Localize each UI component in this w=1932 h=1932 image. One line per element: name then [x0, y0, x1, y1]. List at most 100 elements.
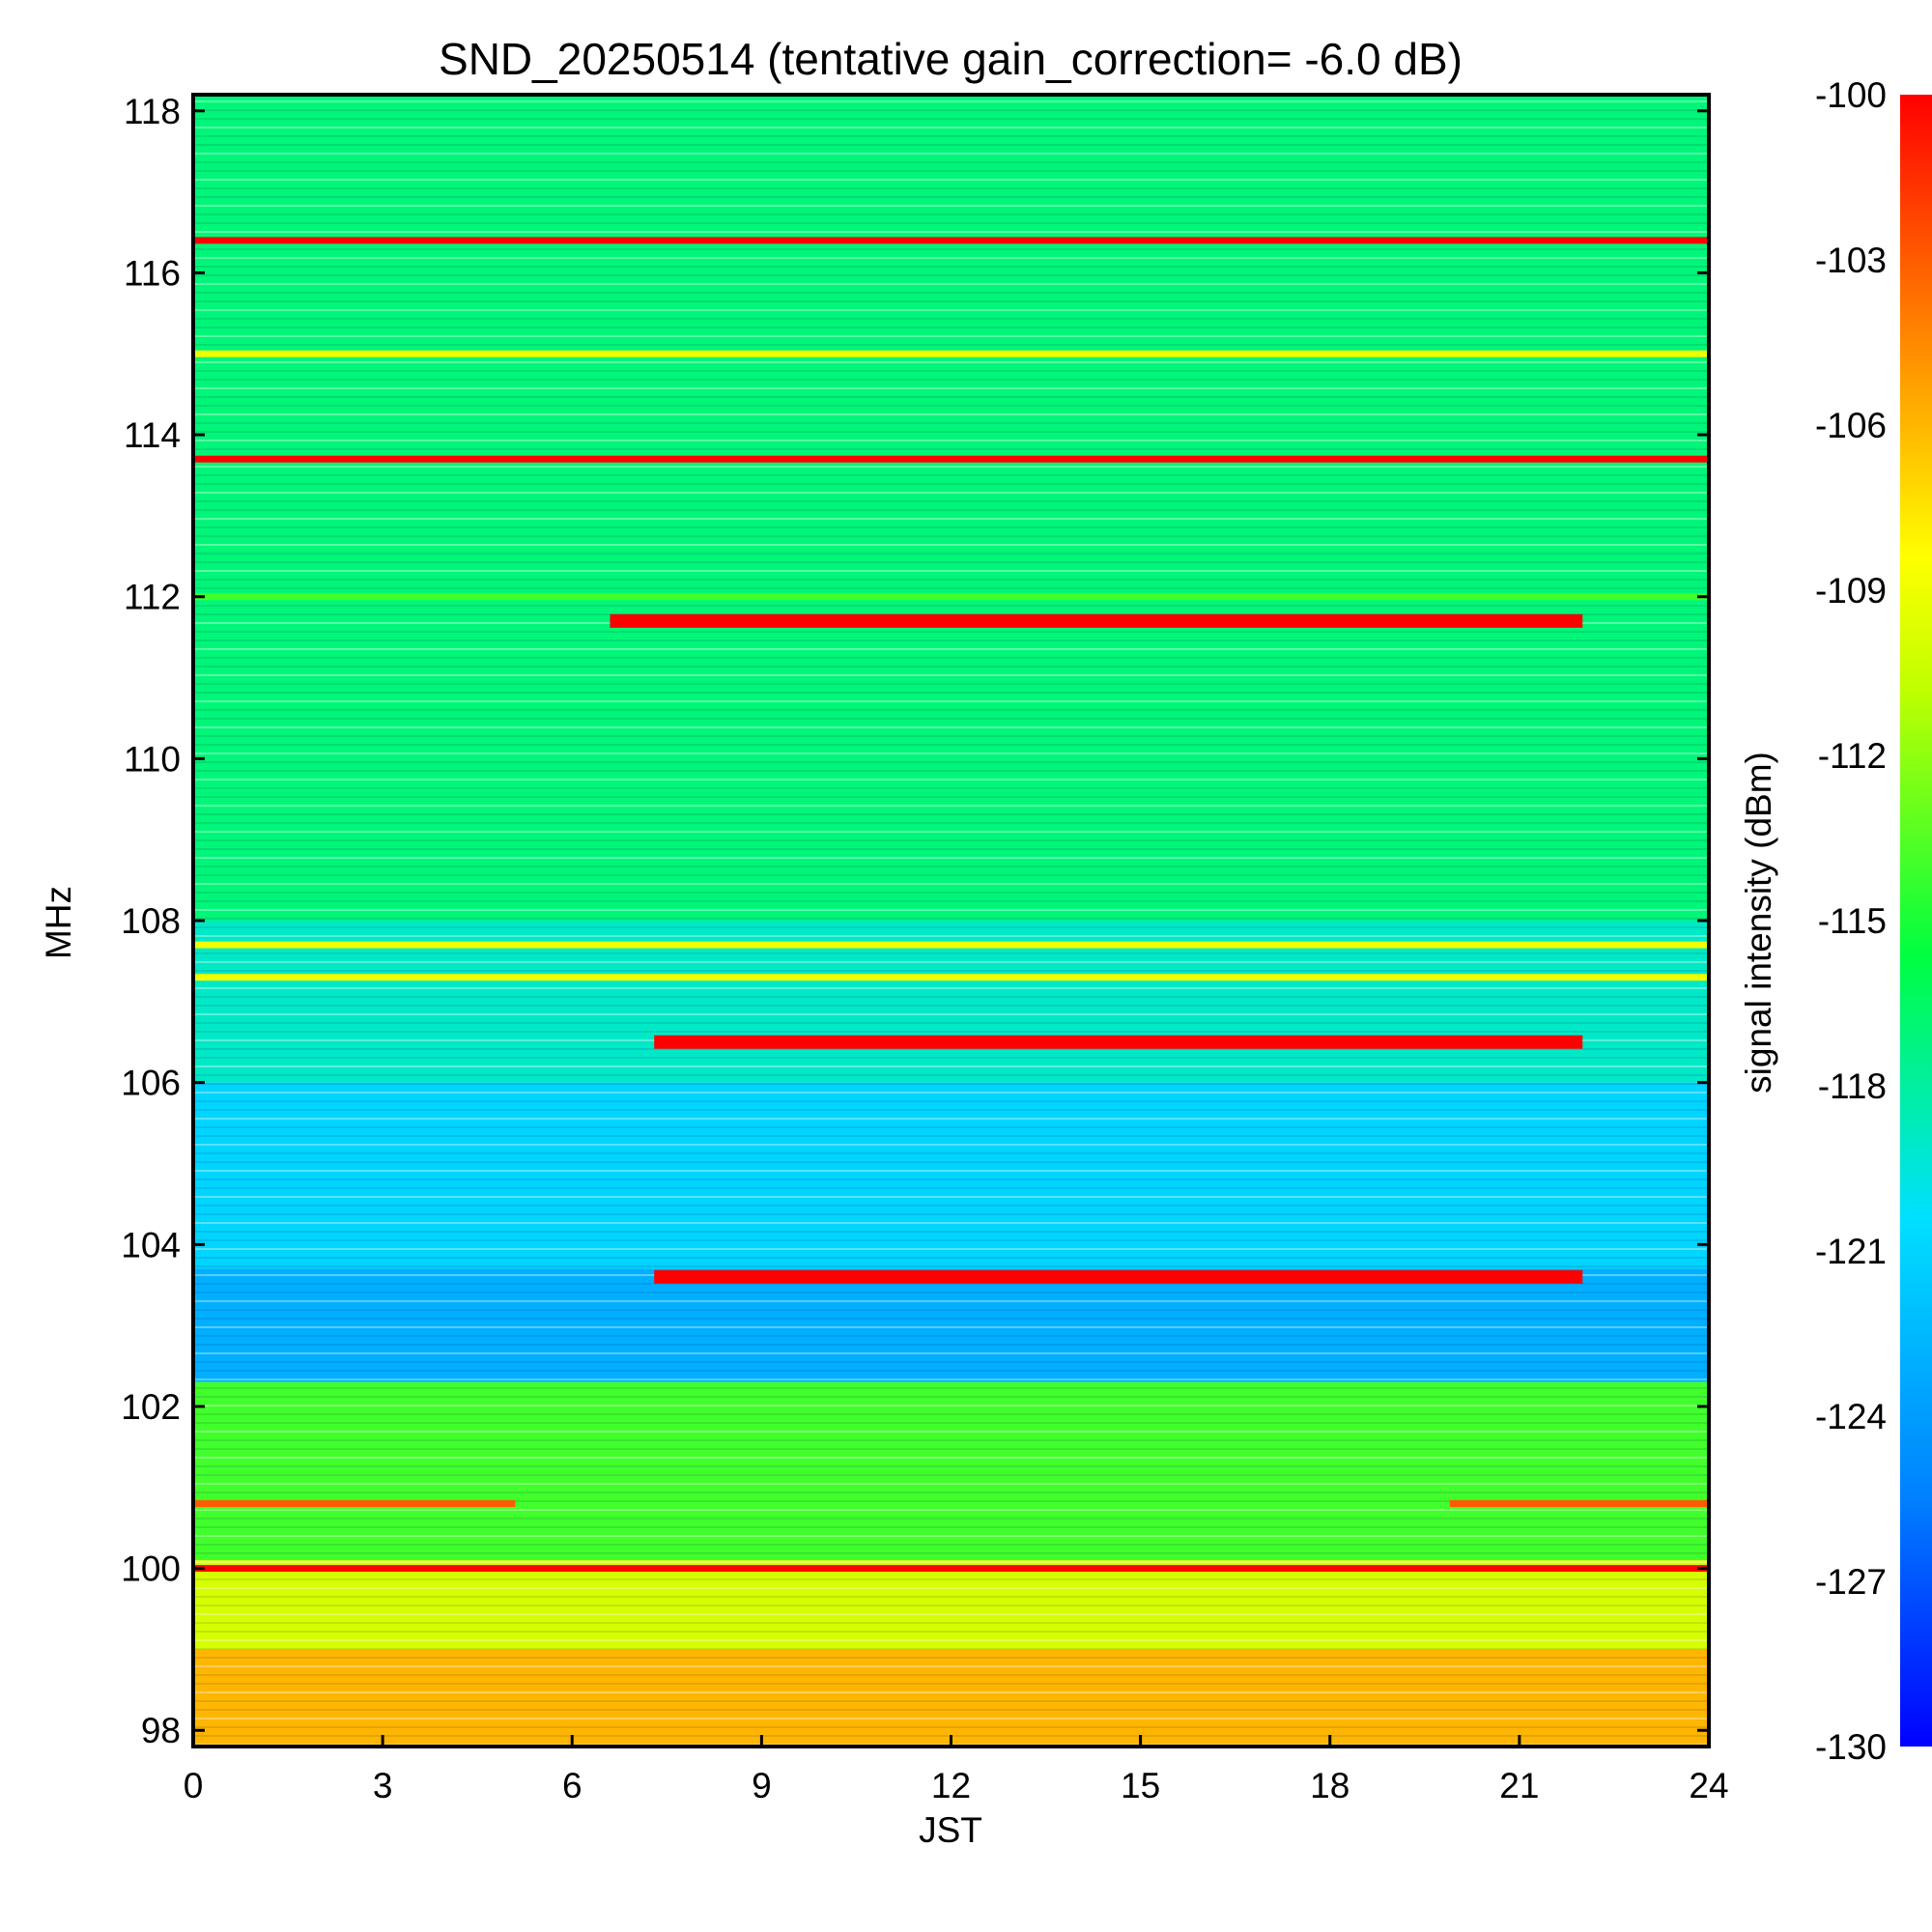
channel-stripe	[193, 1135, 1709, 1137]
frequency-band-6	[193, 1649, 1709, 1747]
channel-stripe	[193, 1326, 1709, 1328]
y-tick-label: 114	[124, 415, 181, 455]
channel-stripe	[193, 1083, 1709, 1085]
channel-stripe	[193, 1552, 1709, 1554]
channel-stripe	[193, 918, 1709, 920]
channel-stripe	[193, 526, 1709, 528]
channel-stripe	[193, 883, 1709, 885]
channel-stripe	[193, 1265, 1709, 1267]
channel-stripe	[193, 1222, 1709, 1224]
channel-stripe	[193, 370, 1709, 372]
channel-stripe	[193, 213, 1709, 215]
channel-stripe	[193, 1544, 1709, 1546]
channel-stripe	[193, 796, 1709, 798]
x-tick-label: 24	[1689, 1766, 1728, 1805]
frequency-band-3	[193, 1268, 1709, 1382]
channel-stripe	[193, 379, 1709, 381]
channel-stripe	[193, 440, 1709, 441]
channel-stripe	[193, 509, 1709, 511]
channel-stripe	[193, 179, 1709, 181]
channel-stripe	[193, 1718, 1709, 1719]
channel-stripe	[193, 1622, 1709, 1624]
channel-stripe	[193, 1370, 1709, 1372]
channel-stripe	[193, 153, 1709, 155]
channel-stripe	[193, 1239, 1709, 1241]
channel-stripe	[193, 935, 1709, 937]
channel-stripe	[193, 1535, 1709, 1537]
channel-stripe	[193, 1187, 1709, 1189]
colorbar-tick-label: -118	[1818, 1066, 1887, 1106]
channel-stripe	[193, 1474, 1709, 1476]
channel-stripe	[193, 266, 1709, 268]
channel-stripe	[193, 1648, 1709, 1650]
y-tick-label: 104	[121, 1225, 181, 1264]
channel-stripe	[193, 674, 1709, 676]
y-tick-label: 118	[124, 92, 181, 131]
channel-stripe	[193, 1126, 1709, 1128]
channel-stripe	[193, 1100, 1709, 1102]
x-axis-title: JST	[919, 1810, 982, 1850]
signal-trace-8	[654, 1269, 1583, 1284]
channel-stripe	[193, 1352, 1709, 1354]
channel-stripe	[193, 1605, 1709, 1606]
channel-stripe	[193, 892, 1709, 894]
channel-stripe	[193, 257, 1709, 259]
channel-stripe	[193, 1483, 1709, 1485]
x-tick-label: 0	[184, 1766, 204, 1805]
channel-stripe	[193, 431, 1709, 433]
channel-stripe	[193, 109, 1709, 111]
channel-stripe	[193, 1213, 1709, 1215]
channel-stripe	[193, 1048, 1709, 1050]
channel-stripe	[193, 500, 1709, 502]
colorbar	[1900, 95, 1932, 1747]
signal-trace-11	[193, 1565, 1709, 1573]
channel-stripe	[193, 248, 1709, 250]
channel-stripe	[193, 1674, 1709, 1676]
channel-stripe	[193, 1422, 1709, 1424]
channel-stripe	[193, 1561, 1709, 1563]
channel-stripe	[193, 118, 1709, 120]
y-tick-label: 100	[121, 1549, 181, 1589]
channel-stripe	[193, 1457, 1709, 1459]
channel-stripe	[193, 483, 1709, 485]
y-axis: 98 100 102 104 106 108 110 112 114 116 118	[121, 92, 1709, 1750]
channel-stripe	[193, 405, 1709, 407]
x-tick-label: 12	[931, 1766, 971, 1805]
channel-stripe	[193, 1578, 1709, 1580]
signal-trace-7	[654, 1035, 1583, 1049]
channel-stripe	[193, 1248, 1709, 1250]
channel-stripe	[193, 327, 1709, 328]
channel-stripe	[193, 1665, 1709, 1667]
channel-stripe	[193, 813, 1709, 815]
channel-stripe	[193, 1413, 1709, 1415]
channel-stripe	[193, 474, 1709, 476]
channel-stripe	[193, 831, 1709, 833]
channel-stripe	[193, 857, 1709, 859]
y-tick-label: 106	[121, 1064, 181, 1103]
channel-stripe	[193, 1231, 1709, 1233]
channel-stripe	[193, 544, 1709, 546]
channel-stripe	[193, 1318, 1709, 1320]
channel-stripe	[193, 448, 1709, 450]
channel-stripe	[193, 587, 1709, 589]
channel-stripe	[193, 274, 1709, 276]
frequency-band-5	[193, 1560, 1709, 1650]
channel-stripe	[193, 1613, 1709, 1615]
channel-stripe	[193, 1631, 1709, 1633]
channel-stripe	[193, 1431, 1709, 1433]
x-tick-label: 15	[1121, 1766, 1160, 1805]
channel-stripe	[193, 787, 1709, 789]
channel-stripe	[193, 1448, 1709, 1450]
channel-stripe	[193, 387, 1709, 389]
channel-stripe	[193, 344, 1709, 346]
channel-stripe	[193, 639, 1709, 641]
frequency-band-4	[193, 1381, 1709, 1561]
channel-stripe	[193, 648, 1709, 650]
channel-stripe	[193, 753, 1709, 754]
channel-stripe	[193, 1518, 1709, 1520]
colorbar-tick-label: -127	[1815, 1562, 1887, 1602]
signal-traces	[193, 237, 1709, 1573]
channel-stripe	[193, 309, 1709, 311]
channel-stripe	[193, 1492, 1709, 1493]
